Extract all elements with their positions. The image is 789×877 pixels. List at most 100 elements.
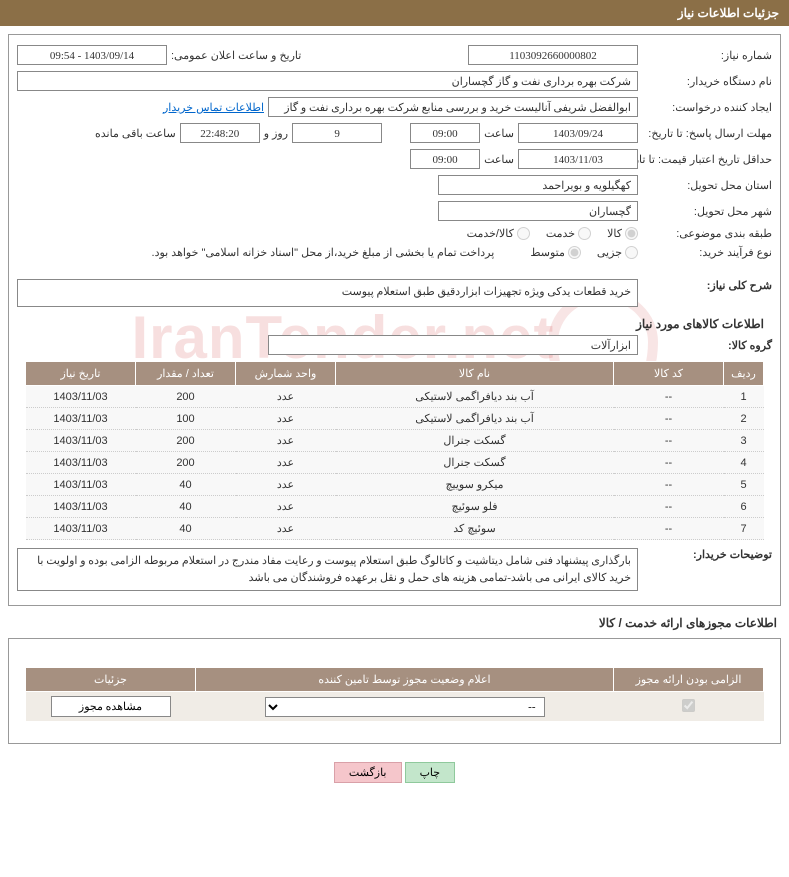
goods-cell: عدد [236,408,336,430]
permit-table: الزامی بودن ارائه مجوز اعلام وضعیت مجوز … [25,667,764,721]
goods-cell: 40 [136,518,236,540]
permit-section: الزامی بودن ارائه مجوز اعلام وضعیت مجوز … [8,638,781,744]
goods-th-1: کد کالا [614,362,724,386]
goods-cell: -- [614,474,724,496]
table-row: 5--میکرو سوییچعدد401403/11/03 [26,474,764,496]
buyer-org-value: شرکت بهره برداری نفت و گاز گچساران [17,71,638,91]
announce-date-label: تاریخ و ساعت اعلان عمومی: [171,49,301,62]
permit-th-1: اعلام وضعیت مجوز توسط تامین کننده [196,668,614,692]
goods-group-label: گروه کالا: [642,339,772,352]
deadline-remain-label: ساعت باقی مانده [95,127,176,140]
proc-type-opt-0[interactable]: جزیی [597,246,638,259]
proc-type-label: نوع فرآیند خرید: [642,246,772,259]
requester-value: ابوالفضل شریفی آنالیست خرید و بررسی مناب… [268,97,638,117]
announce-date-value: 1403/09/14 - 09:54 [17,45,167,65]
proc-type-opt-1[interactable]: متوسط [530,246,581,259]
goods-cell: 40 [136,496,236,518]
need-desc-value: خرید قطعات یدکی ویژه تجهیزات ابزاردقیق ط… [17,279,638,307]
city-value: گچساران [438,201,638,221]
province-label: استان محل تحویل: [642,179,772,192]
validity-date: 1403/11/03 [518,149,638,169]
category-opt-1[interactable]: خدمت [546,227,591,240]
goods-cell: عدد [236,474,336,496]
validity-label: حداقل تاریخ اعتبار قیمت: تا تاریخ: [642,153,772,166]
view-permit-button[interactable]: مشاهده مجوز [51,696,171,717]
goods-cell: 2 [724,408,764,430]
main-details-section: شماره نیاز: 1103092660000802 تاریخ و ساع… [8,34,781,606]
goods-cell: 3 [724,430,764,452]
category-label: طبقه بندی موضوعی: [642,227,772,240]
back-button[interactable]: بازگشت [334,762,402,783]
buyer-notes-label: توضیحات خریدار: [642,548,772,561]
goods-table: ردیفکد کالانام کالاواحد شمارشتعداد / مقد… [25,361,764,540]
table-row: 4--گسکت جنرالعدد2001403/11/03 [26,452,764,474]
goods-cell: 7 [724,518,764,540]
deadline-date: 1403/09/24 [518,123,638,143]
deadline-days-label: روز و [264,127,288,140]
need-number-label: شماره نیاز: [642,49,772,62]
deadline-label: مهلت ارسال پاسخ: تا تاریخ: [642,127,772,140]
goods-cell: گسکت جنرال [336,452,614,474]
permit-th-0: الزامی بودن ارائه مجوز [614,668,764,692]
buyer-org-label: نام دستگاه خریدار: [642,75,772,88]
permit-status-select[interactable]: -- [265,697,545,717]
goods-group-value: ابزارآلات [268,335,638,355]
city-label: شهر محل تحویل: [642,205,772,218]
permit-mandatory-cell [614,692,764,722]
validity-time-label: ساعت [484,153,514,166]
buyer-notes-value: بارگذاری پیشنهاد فنی شامل دیتاشیت و کاتا… [17,548,638,591]
goods-cell: 200 [136,386,236,408]
goods-cell: -- [614,518,724,540]
need-number-value: 1103092660000802 [468,45,638,65]
goods-cell: میکرو سوییچ [336,474,614,496]
goods-cell: فلو سوئیچ [336,496,614,518]
print-button[interactable]: چاپ [405,762,456,783]
deadline-time: 09:00 [410,123,480,143]
province-value: کهگیلویه و بویراحمد [438,175,638,195]
goods-cell: عدد [236,518,336,540]
permit-detail-cell: مشاهده مجوز [26,692,196,722]
goods-cell: 200 [136,430,236,452]
goods-cell: 1403/11/03 [26,408,136,430]
goods-cell: 1 [724,386,764,408]
goods-cell: -- [614,386,724,408]
goods-info-title: اطلاعات کالاهای مورد نیاز [25,317,764,331]
goods-cell: 1403/11/03 [26,496,136,518]
goods-cell: 1403/11/03 [26,430,136,452]
deadline-duration: 22:48:20 [180,123,260,143]
table-row: 2--آب بند دیافراگمی لاستیکیعدد1001403/11… [26,408,764,430]
page-title: جزئیات اطلاعات نیاز [678,6,779,20]
goods-th-3: واحد شمارش [236,362,336,386]
buyer-contact-link[interactable]: اطلاعات تماس خریدار [163,101,264,114]
goods-cell: 6 [724,496,764,518]
deadline-time-label: ساعت [484,127,514,140]
goods-cell: -- [614,430,724,452]
requester-label: ایجاد کننده درخواست: [642,101,772,114]
category-opt-0[interactable]: کالا [607,227,638,240]
goods-th-0: ردیف [724,362,764,386]
goods-th-5: تاریخ نیاز [26,362,136,386]
table-row: 3--گسکت جنرالعدد2001403/11/03 [26,430,764,452]
category-radio-group: کالا خدمت کالا/خدمت [455,227,638,240]
goods-cell: عدد [236,496,336,518]
goods-cell: 1403/11/03 [26,474,136,496]
permit-status-cell: -- [196,692,614,722]
goods-cell: 1403/11/03 [26,518,136,540]
permit-section-title: اطلاعات مجوزهای ارائه خدمت / کالا [8,616,777,630]
goods-th-2: نام کالا [336,362,614,386]
goods-cell: 100 [136,408,236,430]
goods-cell: سوئیچ کد [336,518,614,540]
proc-type-note: پرداخت تمام یا بخشی از مبلغ خرید،از محل … [152,246,495,259]
page-header: جزئیات اطلاعات نیاز [0,0,789,26]
goods-cell: -- [614,496,724,518]
validity-time: 09:00 [410,149,480,169]
goods-th-4: تعداد / مقدار [136,362,236,386]
category-opt-2[interactable]: کالا/خدمت [467,227,530,240]
goods-cell: گسکت جنرال [336,430,614,452]
permit-th-2: جزئیات [26,668,196,692]
goods-cell: -- [614,452,724,474]
goods-cell: 5 [724,474,764,496]
deadline-days: 9 [292,123,382,143]
goods-cell: 200 [136,452,236,474]
action-button-row: چاپ بازگشت [0,752,789,793]
